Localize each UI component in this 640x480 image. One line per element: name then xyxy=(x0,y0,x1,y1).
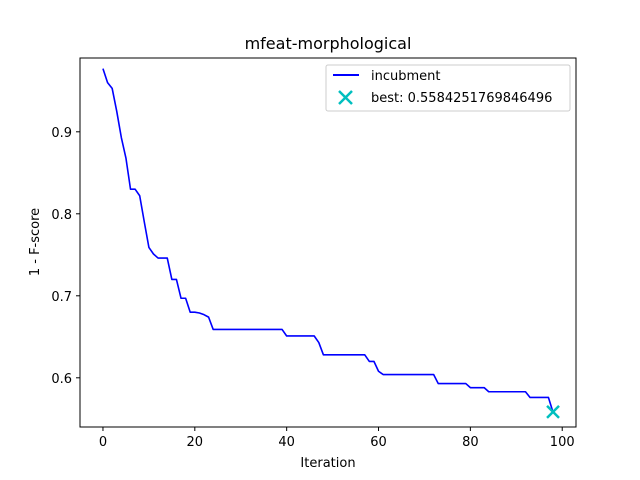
legend-best-label: best: 0.5584251769846496 xyxy=(371,91,552,106)
legend-incubment-label: incubment xyxy=(371,69,441,84)
legend-box xyxy=(325,64,571,112)
best-marker-stroke xyxy=(546,405,560,419)
legend-best-marker-icon xyxy=(338,90,353,105)
y-tick-label: 0.9 xyxy=(51,126,72,141)
y-axis-title: 1 - F-score xyxy=(28,208,43,276)
best-point-marker xyxy=(546,405,560,419)
legend: incubment best: 0.5584251769846496 xyxy=(325,64,571,112)
x-tick-label: 20 xyxy=(187,435,204,450)
incubment-line xyxy=(102,68,554,413)
x-tick-label: 60 xyxy=(370,435,387,450)
x-tick-label: 80 xyxy=(462,435,479,450)
y-tick-label: 0.6 xyxy=(51,372,72,387)
x-tick-label: 100 xyxy=(550,435,575,450)
x-axis-title: Iteration xyxy=(300,456,355,471)
y-tick-label: 0.8 xyxy=(51,208,72,223)
x-tick-label: 40 xyxy=(278,435,295,450)
plot-area: 0 20 40 60 80 100 0.6 0.7 0.8 0.9 xyxy=(51,57,577,450)
chart-title: mfeat-morphological xyxy=(245,34,412,53)
axes-frame xyxy=(79,57,577,428)
x-tick-label: 0 xyxy=(99,435,107,450)
y-tick-label: 0.7 xyxy=(51,290,72,305)
